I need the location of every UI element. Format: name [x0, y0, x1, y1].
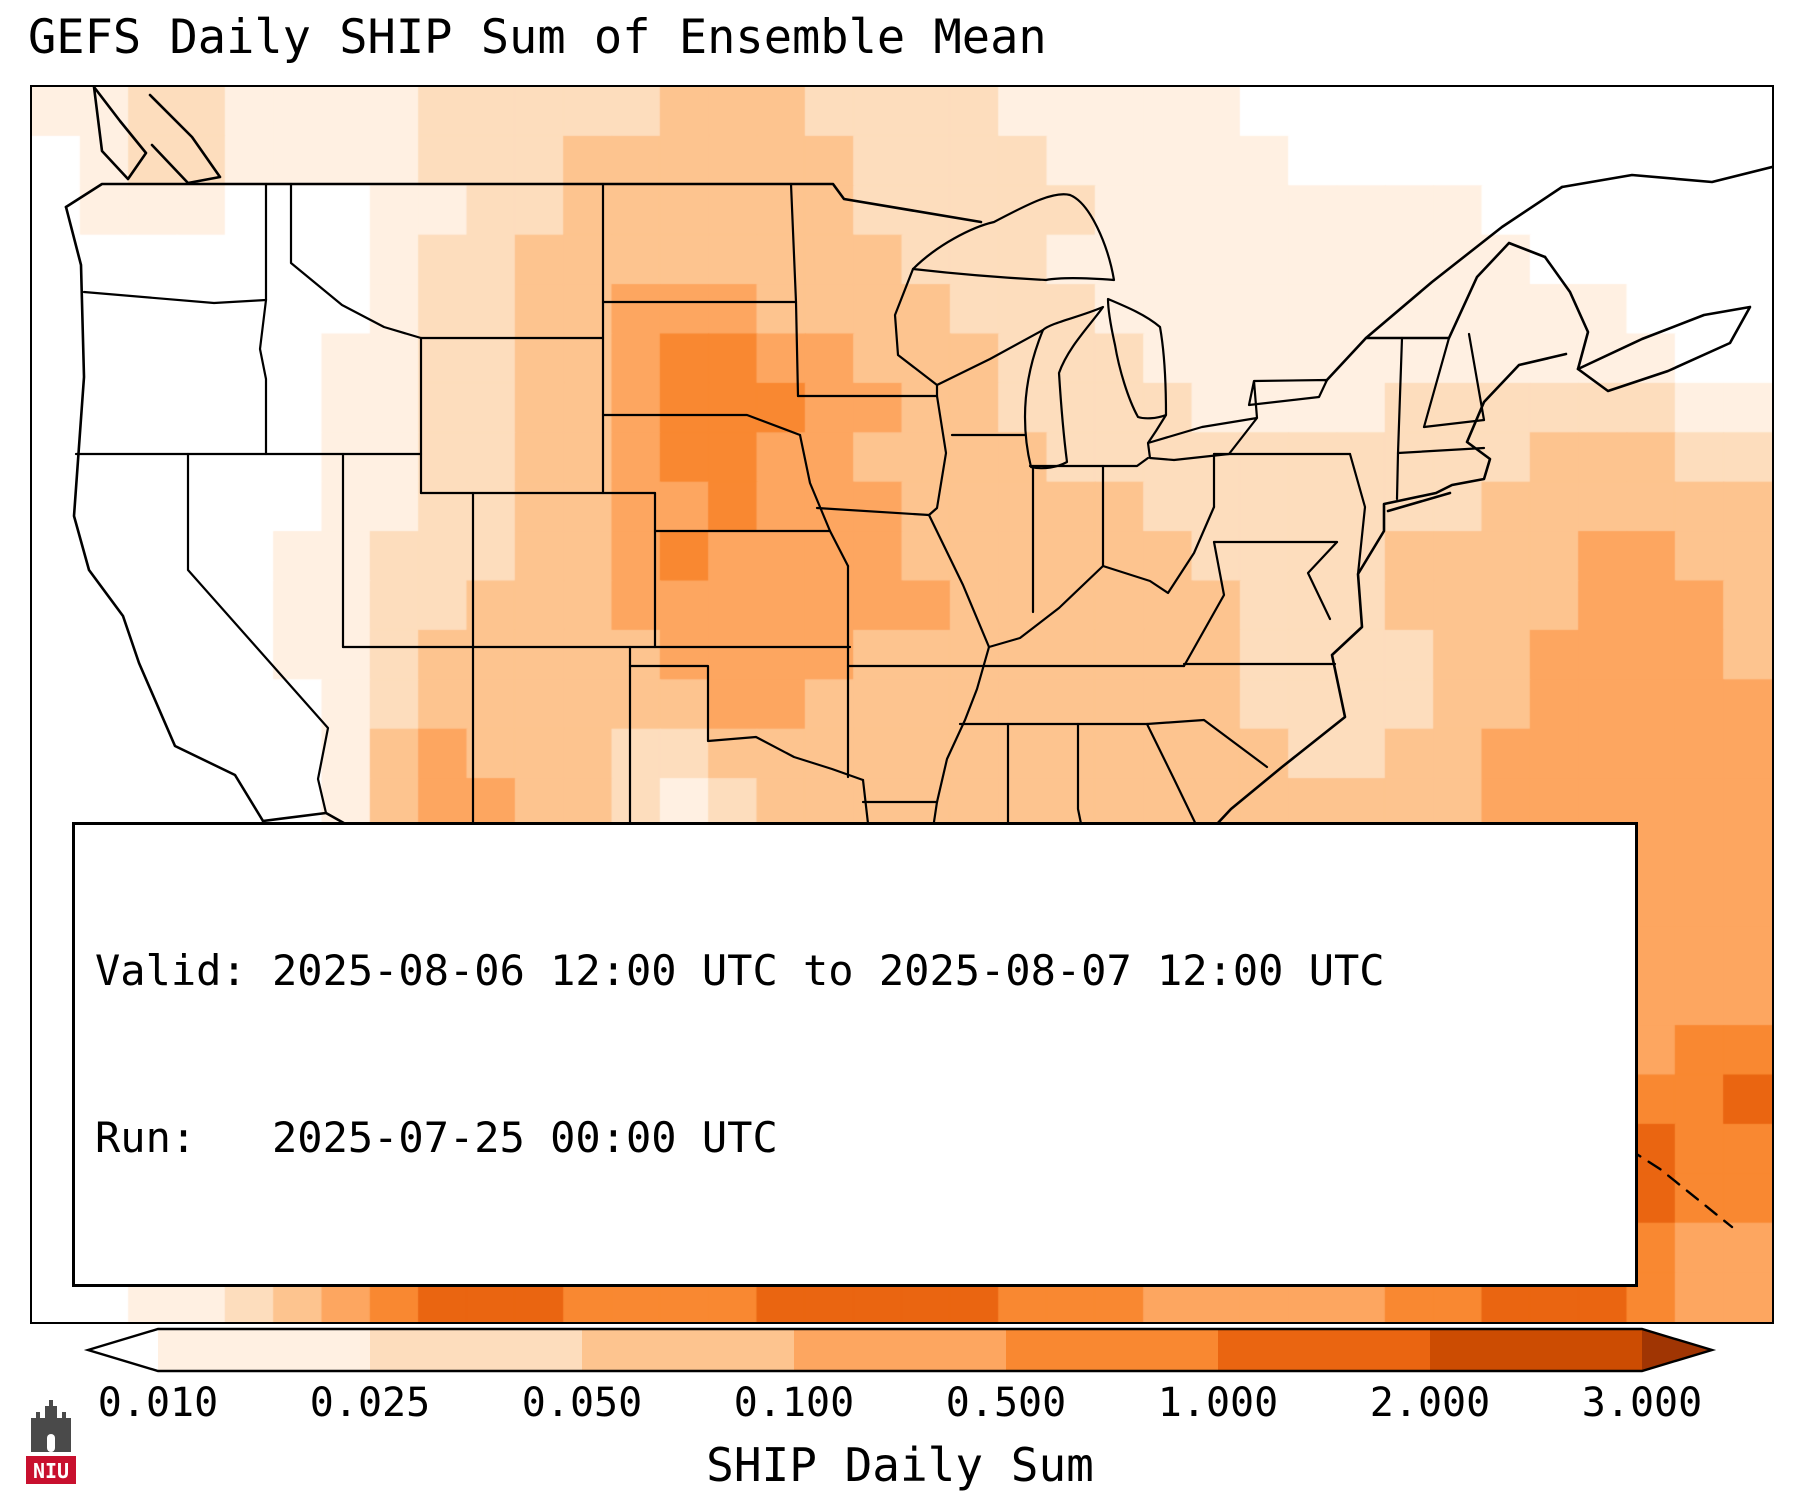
colorbar-tick-label: 1.000 — [1157, 1380, 1279, 1426]
colorbar-segment — [794, 1329, 1007, 1371]
colorbar-segments — [158, 1329, 1643, 1371]
colorbar-segment — [1006, 1329, 1219, 1371]
colorbar-segment — [158, 1329, 371, 1371]
colorbar-tick-labels: 0.010 0.025 0.050 0.100 0.500 1.000 2.000 3.000 — [30, 1380, 1770, 1426]
map-panel: Valid: 2025-08-06 12:00 UTC to 2025-08-0… — [30, 85, 1774, 1324]
page-title: GEFS Daily SHIP Sum of Ensemble Mean — [28, 10, 1047, 65]
colorbar-tick-label: 0.100 — [733, 1380, 855, 1426]
niu-banner — [26, 1456, 76, 1484]
colorbar-tick-label: 2.000 — [1369, 1380, 1491, 1426]
valid-line: Valid: 2025-08-06 12:00 UTC to 2025-08-0… — [95, 946, 1385, 996]
colorbar-outline — [83, 1327, 1717, 1373]
niu-logo: NIU — [26, 1400, 76, 1484]
colorbar-tick-label: 0.500 — [945, 1380, 1067, 1426]
colorbar-tick-label: 0.025 — [309, 1380, 431, 1426]
colorbar — [83, 1327, 1717, 1373]
colorbar-under-arrow — [88, 1329, 158, 1371]
colorbar-axis-label: SHIP Daily Sum — [706, 1438, 1094, 1492]
colorbar-segment — [1430, 1329, 1643, 1371]
colorbar-segment — [582, 1329, 795, 1371]
colorbar-tick-label: 0.010 — [97, 1380, 219, 1426]
colorbar-segment — [1218, 1329, 1431, 1371]
valid-run-info-box: Valid: 2025-08-06 12:00 UTC to 2025-08-0… — [72, 821, 1638, 1287]
niu-text: NIU — [33, 1459, 69, 1483]
colorbar-over-arrow — [1642, 1329, 1712, 1371]
run-line: Run: 2025-07-25 00:00 UTC — [95, 1112, 778, 1162]
colorbar-tick-label: 0.050 — [521, 1380, 643, 1426]
castle-icon — [31, 1400, 71, 1452]
colorbar-segment — [370, 1329, 583, 1371]
colorbar-tick-label: 3.000 — [1581, 1380, 1703, 1426]
